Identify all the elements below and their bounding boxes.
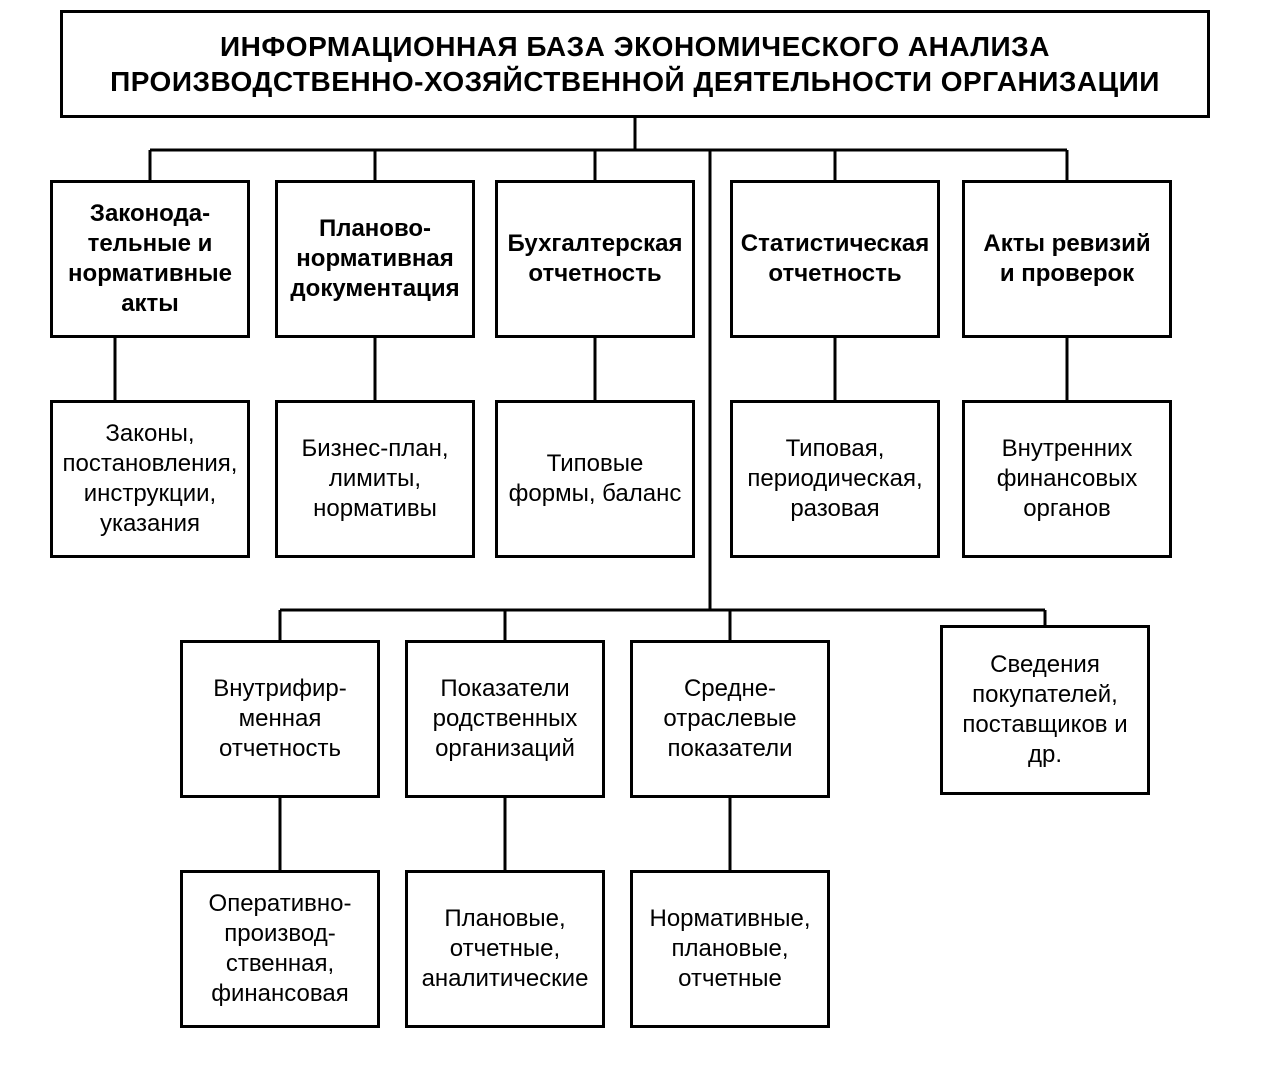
row2-label-0: Законы, постановления, инструкции, указа… (61, 419, 239, 539)
row3-box-0: Внутрифир­менная отчетность (180, 640, 380, 798)
row4-box-1: Плановые, отчетные, аналитические (405, 870, 605, 1028)
row1-box-2: Бухгалтерская отчетность (495, 180, 695, 338)
row1-box-3: Статистическая отчетность (730, 180, 940, 338)
root-label: ИНФОРМАЦИОННАЯ БАЗА ЭКОНОМИЧЕСКОГО АНАЛИ… (71, 29, 1199, 99)
row2-label-4: Внутренних финансовых органов (973, 434, 1161, 524)
row4-label-1: Плановые, отчетные, аналитические (416, 904, 594, 994)
row3-box-3: Сведения покупателей, поставщиков и др. (940, 625, 1150, 795)
row3-box-1: Показатели родственных организаций (405, 640, 605, 798)
row2-box-1: Бизнес-план, лимиты, нормативы (275, 400, 475, 558)
row1-label-2: Бухгалтерская отчетность (506, 229, 684, 289)
row3-label-2: Средне­отраслевые показатели (641, 674, 819, 764)
row2-label-3: Типовая, периодическая, разовая (741, 434, 929, 524)
root-box: ИНФОРМАЦИОННАЯ БАЗА ЭКОНОМИЧЕСКОГО АНАЛИ… (60, 10, 1210, 118)
row1-label-1: Планово-нормативная документация (286, 214, 464, 304)
row3-label-0: Внутрифир­менная отчетность (191, 674, 369, 764)
row1-box-1: Планово-нормативная документация (275, 180, 475, 338)
row2-label-1: Бизнес-план, лимиты, нормативы (286, 434, 464, 524)
row1-box-0: Законода­тельные и нормативные акты (50, 180, 250, 338)
row3-box-2: Средне­отраслевые показатели (630, 640, 830, 798)
row4-box-0: Оперативно-производ­ственная, финансовая (180, 870, 380, 1028)
row4-label-0: Оперативно-производ­ственная, финансовая (191, 889, 369, 1009)
row2-label-2: Типовые формы, баланс (506, 449, 684, 509)
row4-label-2: Нормативные, плановые, отчетные (641, 904, 819, 994)
row1-label-0: Законода­тельные и нормативные акты (61, 199, 239, 319)
diagram-canvas: ИНФОРМАЦИОННАЯ БАЗА ЭКОНОМИЧЕСКОГО АНАЛИ… (0, 0, 1271, 1090)
row4-box-2: Нормативные, плановые, отчетные (630, 870, 830, 1028)
row1-box-4: Акты ревизий и проверок (962, 180, 1172, 338)
row2-box-2: Типовые формы, баланс (495, 400, 695, 558)
row1-label-4: Акты ревизий и проверок (973, 229, 1161, 289)
row3-label-1: Показатели родственных организаций (416, 674, 594, 764)
row2-box-0: Законы, постановления, инструкции, указа… (50, 400, 250, 558)
row2-box-3: Типовая, периодическая, разовая (730, 400, 940, 558)
row3-label-3: Сведения покупателей, поставщиков и др. (951, 650, 1139, 770)
row2-box-4: Внутренних финансовых органов (962, 400, 1172, 558)
row1-label-3: Статистическая отчетность (741, 229, 929, 289)
